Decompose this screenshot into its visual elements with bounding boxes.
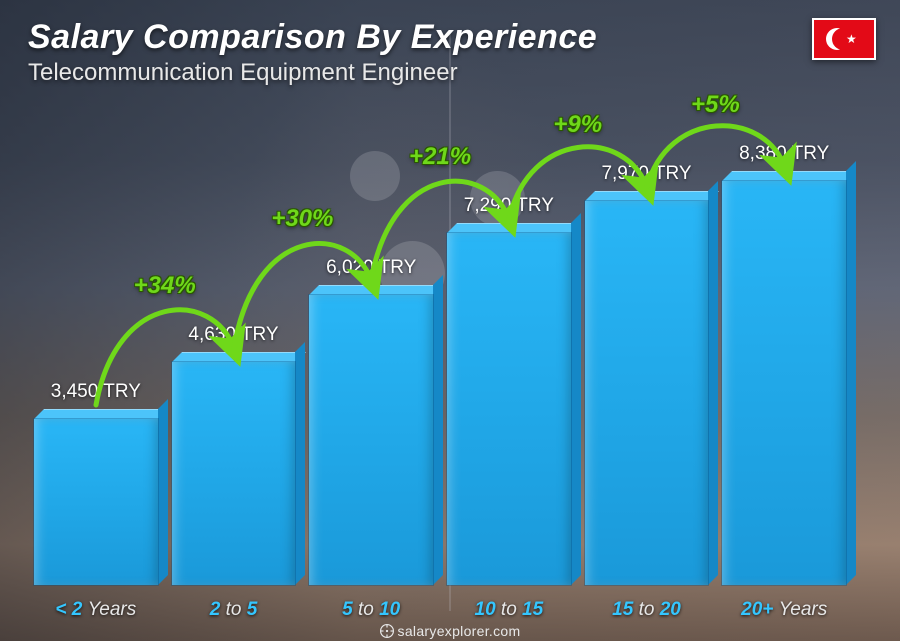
pct-increase-badge: +21% bbox=[409, 143, 471, 171]
chart-title: Salary Comparison By Experience bbox=[28, 18, 872, 57]
bar-value-label: 6,020 TRY bbox=[326, 257, 416, 279]
bar-wrap: 3,450 TRY bbox=[34, 115, 158, 585]
bar: 8,380 TRY bbox=[722, 181, 846, 585]
salaryexplorer-logo-icon bbox=[380, 624, 394, 638]
chart-subtitle: Telecommunication Equipment Engineer bbox=[28, 59, 872, 87]
bar: 6,020 TRY bbox=[309, 295, 433, 585]
country-flag-turkey: ★ bbox=[812, 18, 876, 60]
bar-wrap: 6,020 TRY bbox=[309, 115, 433, 585]
bar-value-label: 3,450 TRY bbox=[51, 381, 141, 403]
bar-wrap: 8,380 TRY bbox=[722, 115, 846, 585]
bar: 7,970 TRY bbox=[585, 201, 709, 585]
footer-text: salaryexplorer.com bbox=[398, 623, 521, 639]
pct-increase-badge: +34% bbox=[134, 272, 196, 300]
x-axis-label: < 2 Years bbox=[34, 599, 158, 621]
x-axis-label: 2 to 5 bbox=[172, 599, 296, 621]
bar-wrap: 7,290 TRY bbox=[447, 115, 571, 585]
bar-value-label: 7,290 TRY bbox=[464, 195, 554, 217]
bar: 4,630 TRY bbox=[172, 362, 296, 585]
bar: 7,290 TRY bbox=[447, 233, 571, 585]
pct-increase-badge: +5% bbox=[691, 91, 740, 119]
bar-value-label: 8,380 TRY bbox=[739, 143, 829, 165]
bar-chart: 3,450 TRY 4,630 TRY 6,020 TRY 7,290 TRY … bbox=[34, 115, 846, 585]
x-axis-label: 10 to 15 bbox=[447, 599, 571, 621]
chart-container: Salary Comparison By Experience Telecomm… bbox=[0, 0, 900, 641]
bar-wrap: 4,630 TRY bbox=[172, 115, 296, 585]
x-axis-labels: < 2 Years 2 to 5 5 to 10 10 to 15 15 to 20 20… bbox=[34, 599, 846, 621]
x-axis-label: 5 to 10 bbox=[309, 599, 433, 621]
pct-increase-badge: +30% bbox=[271, 205, 333, 233]
bar-value-label: 4,630 TRY bbox=[188, 324, 278, 346]
x-axis-label: 20+ Years bbox=[722, 599, 846, 621]
bar-wrap: 7,970 TRY bbox=[585, 115, 709, 585]
x-axis-label: 15 to 20 bbox=[585, 599, 709, 621]
bar-value-label: 7,970 TRY bbox=[601, 163, 691, 185]
bar: 3,450 TRY bbox=[34, 419, 158, 585]
pct-increase-badge: +9% bbox=[553, 111, 602, 139]
footer: salaryexplorer.com bbox=[0, 623, 900, 639]
